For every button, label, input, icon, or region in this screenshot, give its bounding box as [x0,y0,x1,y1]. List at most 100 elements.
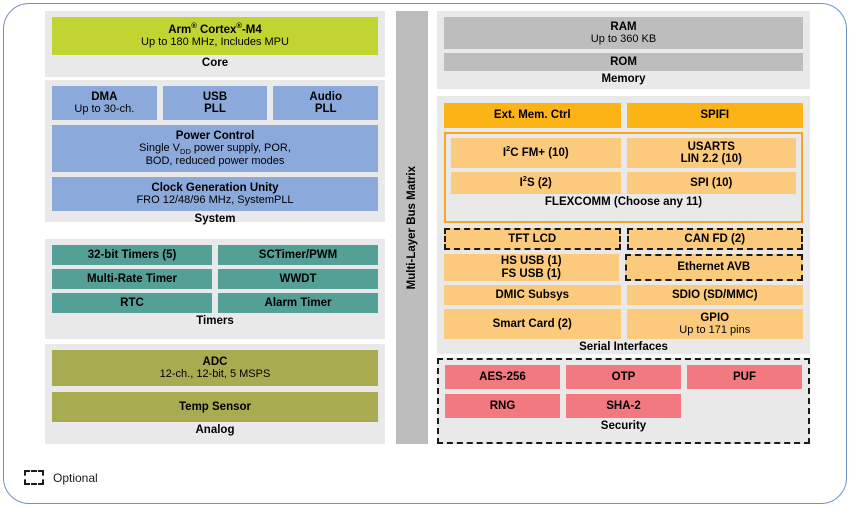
block-subtitle-2: BOD, reduced power modes [145,154,285,167]
serial-row-1: TFT LCD CAN FD (2) [444,228,803,250]
serial-row-2: HS USB (1) FS USB (1) Ethernet AVB [444,254,803,281]
block-title: Ethernet AVB [677,261,751,274]
block-subtitle: Up to 180 MHz, Includes MPU [141,36,289,48]
block-title: ROM [610,55,637,68]
bus-matrix[interactable]: Multi-Layer Bus Matrix [396,11,428,444]
block-title: OTP [611,370,636,383]
block-otp[interactable]: OTP [566,365,681,389]
block-title: SPIFI [700,109,730,122]
block-title: RTC [120,296,144,309]
serial-row-external-memory: Ext. Mem. Ctrl SPIFI [444,103,803,128]
block-dmic-subsys[interactable]: DMIC Subsys [444,285,621,305]
block-32bit-timers[interactable]: 32-bit Timers (5) [52,245,212,265]
block-power-control[interactable]: Power Control Single VDD power supply, P… [52,125,378,172]
block-subtitle: 12-ch., 12-bit, 5 MSPS [159,368,271,380]
block-title: Power Control [175,129,255,142]
security-row-2: RNG SHA-2 [445,394,802,418]
block-usb[interactable]: HS USB (1) FS USB (1) [444,254,619,281]
group-analog-label: Analog [195,424,235,436]
block-title: DMA [91,90,118,103]
serial-row-4: Smart Card (2) GPIO Up to 171 pins [444,309,803,339]
group-timers: 32-bit Timers (5) SCTimer/PWM Multi-Rate… [45,239,385,339]
block-i2s[interactable]: I2S (2) [451,172,621,194]
block-title: SCTimer/PWM [258,248,338,261]
group-timers-label: Timers [196,315,234,327]
block-subtitle: FRO 12/48/96 MHz, SystemPLL [136,194,294,206]
group-flexcomm: I2C FM+ (10) USARTS LIN 2.2 (10) I2S (2)… [444,132,803,223]
group-analog: ADC 12-ch., 12-bit, 5 MSPS Temp Sensor A… [45,344,385,444]
block-title: PUF [733,370,756,383]
block-title: Multi-Rate Timer [87,272,177,285]
block-spi[interactable]: SPI (10) [626,172,796,194]
block-sha-2[interactable]: SHA-2 [566,394,681,418]
block-title: RAM [610,20,637,33]
group-memory: RAM Up to 360 KB ROM Memory [437,11,810,89]
block-title: I2S (2) [519,173,552,189]
block-sdio[interactable]: SDIO (SD/MMC) [626,285,803,305]
block-clock-generation-unity[interactable]: Clock Generation Unity FRO 12/48/96 MHz,… [52,177,378,211]
block-ethernet-avb[interactable]: Ethernet AVB [624,254,803,281]
block-title: CAN FD (2) [684,232,746,245]
block-title: Temp Sensor [179,400,251,413]
security-row-2-spacer [687,394,802,418]
block-temp-sensor[interactable]: Temp Sensor [52,392,378,422]
block-title: SPI (10) [690,176,733,189]
block-multi-rate-timer[interactable]: Multi-Rate Timer [52,269,212,289]
block-can-fd[interactable]: CAN FD (2) [626,228,803,250]
block-wwdt[interactable]: WWDT [218,269,378,289]
block-cortex-m4[interactable]: Arm® Cortex®-M4 Up to 180 MHz, Includes … [52,17,378,55]
block-title: 32-bit Timers (5) [87,248,177,261]
block-i2c-fm-plus[interactable]: I2C FM+ (10) [451,138,621,168]
block-alarm-timer[interactable]: Alarm Timer [218,293,378,313]
block-subtitle: PLL [204,103,226,115]
block-title: WWDT [279,272,317,285]
block-title: Ext. Mem. Ctrl [493,109,571,122]
block-subtitle: Up to 171 pins [679,324,751,336]
block-rng[interactable]: RNG [445,394,560,418]
block-rtc[interactable]: RTC [52,293,212,313]
block-title: Clock Generation Unity [151,181,279,194]
block-title: SDIO (SD/MMC) [671,288,758,301]
block-dma[interactable]: DMA Up to 30-ch. [52,86,157,120]
group-system: DMA Up to 30-ch. USB PLL Audio PLL Power… [45,80,385,225]
block-subtitle: Up to 360 KB [590,33,657,45]
group-serial-interfaces: Ext. Mem. Ctrl SPIFI I2C FM+ (10) USARTS… [437,96,810,354]
block-title: Arm® Cortex®-M4 [168,20,262,36]
block-sctimer-pwm[interactable]: SCTimer/PWM [218,245,378,265]
block-subtitle: LIN 2.2 (10) [680,153,742,165]
block-tft-lcd[interactable]: TFT LCD [444,228,621,250]
block-title: TFT LCD [508,232,557,245]
group-system-label: System [194,213,236,225]
block-subtitle: FS USB (1) [501,267,561,280]
group-serial-label: Serial Interfaces [579,341,668,353]
block-title: RNG [489,399,516,412]
block-title: Smart Card (2) [492,317,572,330]
block-ram[interactable]: RAM Up to 360 KB [444,17,803,49]
block-rom[interactable]: ROM [444,53,803,71]
flexcomm-row-2: I2S (2) SPI (10) [451,172,796,194]
block-aes-256[interactable]: AES-256 [445,365,560,389]
block-usarts-lin[interactable]: USARTS LIN 2.2 (10) [626,138,796,168]
serial-row-3: DMIC Subsys SDIO (SD/MMC) [444,285,803,305]
block-gpio[interactable]: GPIO Up to 171 pins [626,309,803,339]
block-smart-card[interactable]: Smart Card (2) [444,309,621,339]
group-core-label: Core [201,57,229,69]
block-puf[interactable]: PUF [687,365,802,389]
group-core: Arm® Cortex®-M4 Up to 180 MHz, Includes … [45,11,385,77]
group-security: AES-256 OTP PUF RNG SHA-2 Security [437,358,810,444]
block-audio-pll[interactable]: Audio PLL [273,86,379,120]
block-spifi[interactable]: SPIFI [626,103,803,128]
group-security-label: Security [600,420,647,432]
block-subtitle: PLL [314,103,337,115]
bus-matrix-label: Multi-Layer Bus Matrix [406,165,418,290]
block-title: I2C FM+ (10) [502,143,569,159]
block-title: GPIO [700,311,730,324]
flexcomm-row-1: I2C FM+ (10) USARTS LIN 2.2 (10) [451,138,796,168]
block-ext-mem-ctrl[interactable]: Ext. Mem. Ctrl [444,103,621,128]
legend: Optional [24,470,98,485]
block-title: USARTS [687,140,735,153]
block-adc[interactable]: ADC 12-ch., 12-bit, 5 MSPS [52,350,378,386]
block-title: Audio [309,90,342,103]
block-usb-pll[interactable]: USB PLL [162,86,268,120]
